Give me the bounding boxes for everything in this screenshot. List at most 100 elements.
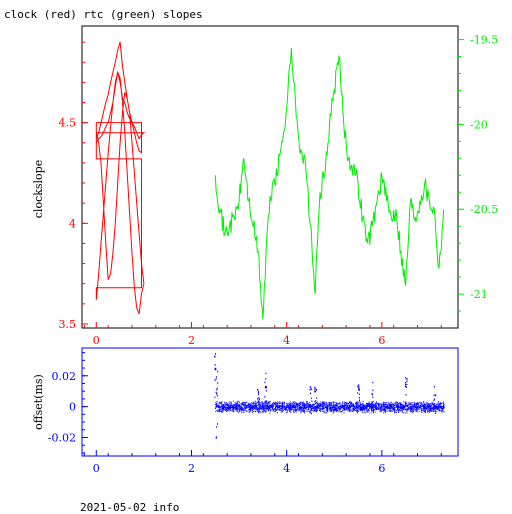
offset-point [257, 409, 259, 411]
offset-point [368, 404, 370, 406]
offset-point [354, 408, 356, 409]
offset-point [344, 405, 345, 406]
offset-point [386, 407, 388, 409]
offset-point [218, 410, 220, 412]
offset-point [442, 406, 444, 408]
offset-point [330, 408, 332, 410]
offset-point [344, 403, 346, 405]
offset-point [317, 404, 319, 406]
offset-spike-point [216, 388, 218, 391]
offset-point [389, 406, 391, 408]
offset-point [268, 405, 270, 407]
offset-point [290, 404, 292, 406]
offset-point [281, 404, 283, 406]
offset-point [421, 408, 423, 410]
offset-point [420, 405, 422, 407]
offset-spike-point [359, 399, 360, 401]
offset-point [436, 409, 438, 410]
offset-spike-point [433, 407, 435, 409]
offset-point [227, 404, 229, 406]
offset-point [304, 405, 306, 407]
offset-point [389, 403, 391, 405]
offset-point [424, 411, 426, 412]
offset-point [378, 406, 380, 408]
offset-point [270, 408, 272, 410]
offset-point [400, 409, 402, 411]
offset-point [248, 410, 250, 412]
offset-point [261, 405, 263, 407]
offset-point [276, 407, 278, 409]
offset-point [334, 405, 336, 407]
offset-point [316, 405, 318, 407]
offset-point [308, 408, 310, 409]
offset-point [337, 411, 339, 413]
offset-point [249, 408, 251, 410]
offset-point [252, 410, 254, 412]
offset-point [232, 411, 234, 413]
offset-point [370, 407, 372, 409]
offset-spike-point [216, 394, 218, 397]
offset-point [292, 406, 294, 408]
offset-point [254, 400, 256, 402]
offset-point [322, 406, 324, 407]
offset-spike-point [265, 385, 266, 388]
offset-point [374, 403, 376, 405]
offset-point [355, 406, 357, 408]
offset-point [278, 405, 280, 407]
offset-point [442, 405, 444, 407]
offset-point [238, 404, 240, 406]
offset-spike-point [217, 423, 218, 425]
offset-point [284, 409, 286, 411]
offset-point [276, 406, 278, 408]
offset-point [281, 411, 283, 413]
offset-point [301, 407, 303, 409]
offset-point [364, 404, 366, 406]
offset-point [370, 405, 372, 407]
offset-point [279, 406, 281, 408]
offset-spike-point [405, 402, 407, 404]
offset-point [282, 406, 284, 408]
offset-point [366, 409, 368, 411]
offset-point [318, 404, 319, 406]
offset-point [237, 404, 239, 406]
offset-point [300, 409, 302, 411]
offset-point [375, 409, 377, 411]
offset-point [233, 405, 235, 407]
offset-point [233, 400, 234, 402]
offset-spike-point [215, 391, 217, 394]
offset-point [438, 407, 440, 409]
offset-point [246, 405, 247, 407]
offset-point [276, 408, 278, 410]
offset-point [440, 402, 442, 404]
offset-point [281, 405, 283, 407]
offset-point [336, 410, 338, 411]
offset-point [238, 405, 240, 407]
offset-point [321, 401, 323, 403]
offset-point [414, 408, 416, 410]
offset-point [409, 402, 411, 404]
offset-point [216, 400, 218, 402]
offset-point [272, 403, 273, 405]
offset-point [393, 406, 395, 408]
offset-point [319, 406, 321, 408]
offset-point [216, 406, 218, 408]
offset-point [352, 406, 354, 408]
offset-point [380, 407, 381, 408]
offset-point [424, 408, 426, 410]
x-tick-label: 4 [283, 334, 290, 347]
offset-point [268, 408, 270, 410]
offset-point [323, 410, 325, 412]
offset-point [370, 404, 372, 406]
offset-point [410, 406, 412, 408]
offset-point [434, 404, 436, 406]
offset-point [235, 405, 237, 407]
offset-point [358, 401, 360, 403]
offset-spike-point [433, 398, 435, 400]
offset-point [265, 403, 267, 405]
offset-point [250, 408, 252, 410]
offset-spike-point [434, 405, 436, 407]
offset-point [284, 402, 286, 403]
offset-point [420, 401, 422, 403]
offset-point [268, 400, 270, 402]
offset-point [285, 408, 287, 410]
